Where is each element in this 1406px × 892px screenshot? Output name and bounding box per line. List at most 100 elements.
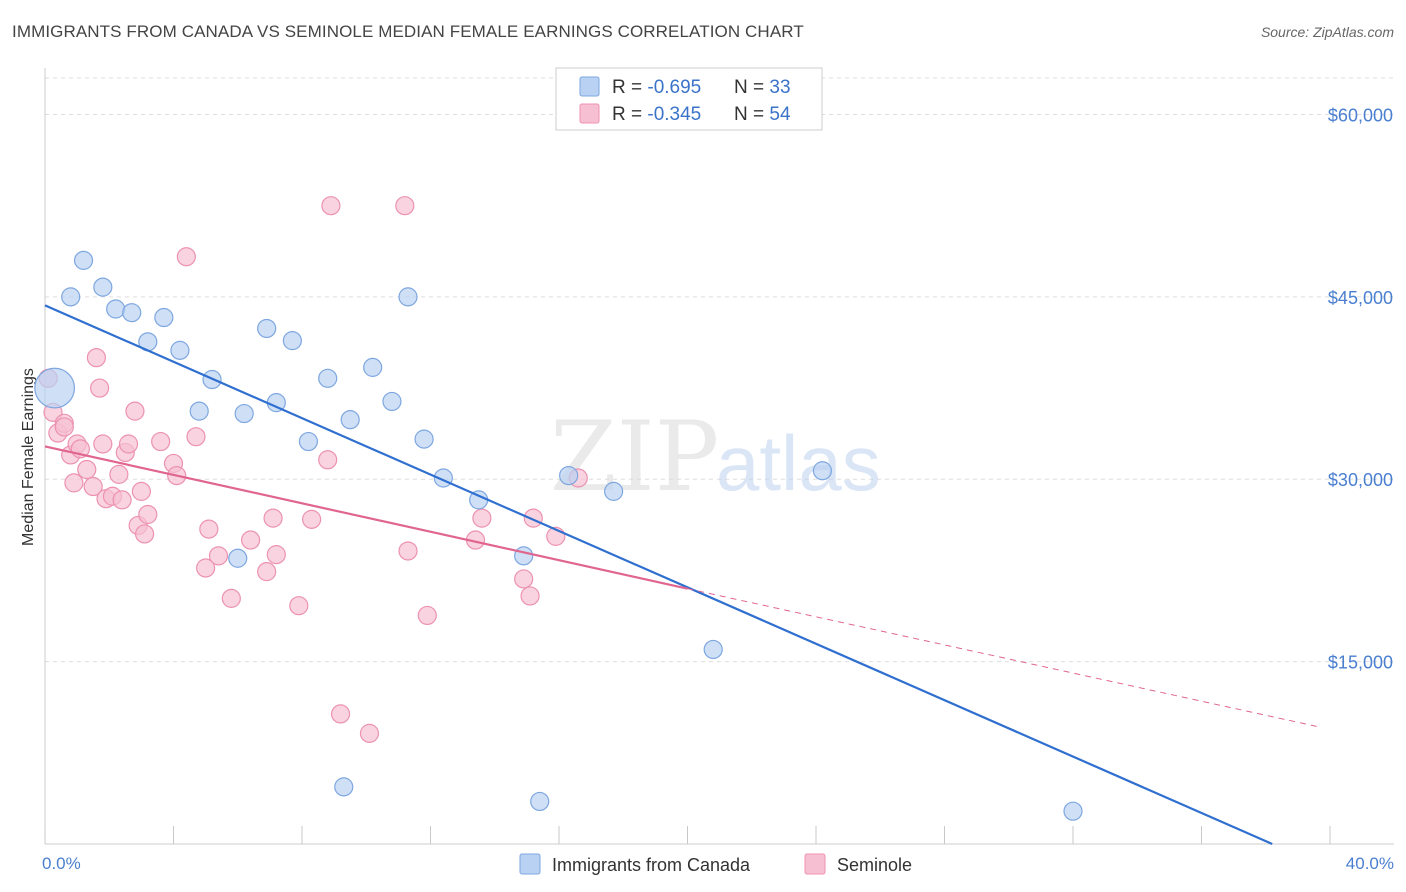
canada-point-1 [61,287,81,307]
seminole-point-13 [93,434,113,454]
canada-point-15 [282,331,302,351]
seminole-point-28 [176,247,196,267]
y-tick-label-1: $30,000 [1328,470,1393,490]
legend-r-value-1: -0.695 [647,77,701,98]
y-tick-label-2: $45,000 [1328,288,1393,308]
bottom-legend-swatch-seminole [804,853,826,875]
legend-row-1-n: N = 33 [734,77,791,98]
source-label: Source: ZipAtlas.com [1260,24,1394,40]
seminole-point-43 [359,723,380,743]
watermark-zip: ZIP [550,401,719,513]
canada-point-16 [298,431,319,452]
seminole-point-32 [208,546,229,566]
canada-point-27 [530,791,550,812]
trend-line-immigrants-from-canada [44,304,1273,846]
seminole-point-30 [196,558,216,578]
canada-point-29 [604,481,624,501]
seminole-point-11 [86,348,107,368]
seminole-point-40 [318,450,338,470]
canada-point-0 [34,367,76,409]
trend-lines [44,304,1319,846]
legend-swatch-seminole [579,103,600,124]
canada-point-28 [559,465,579,486]
legend-r-label-1: R = [612,77,647,98]
canada-point-23 [414,429,434,449]
seminole-point-23 [134,524,155,544]
seminole-point-29 [186,427,206,447]
watermark: ZIP atlas [550,401,881,513]
canada-point-30 [703,639,723,660]
seminole-point-38 [289,596,309,616]
seminole-point-22 [131,481,151,501]
legend-row-1: R = -0.695 [612,77,701,98]
canada-point-11 [228,548,248,568]
seminole-point-42 [330,704,351,724]
seminole-point-48 [472,508,492,528]
seminole-point-12 [90,378,110,398]
seminole-point-19 [118,434,139,454]
series-immigrants-from-canada [34,250,1083,821]
y-tick-labels: $15,000 $30,000 $45,000 $60,000 [1328,105,1393,672]
seminole-point-31 [199,519,219,539]
seminole-point-36 [263,508,283,528]
seminole-point-20 [125,401,145,421]
seminole-point-34 [241,530,261,550]
seminole-point-41 [321,196,341,216]
canada-point-4 [106,299,126,319]
canada-point-20 [363,357,383,377]
legend: R = -0.695 N = 33 R = -0.345 N = 54 [555,67,823,131]
canada-point-22 [398,287,418,307]
canada-point-17 [318,368,338,388]
canada-point-3 [93,277,113,297]
watermark-atlas: atlas [716,419,881,507]
legend-row-2-n: N = 54 [734,104,791,125]
trend-line-seminole [44,445,688,590]
legend-n-value-2: 54 [769,104,791,125]
legend-r-value-2: -0.345 [647,104,701,125]
seminole-point-10 [83,476,103,497]
legend-n-value-1: 33 [769,77,790,98]
chart-title: IMMIGRANTS FROM CANADA VS SEMINOLE MEDIA… [12,22,804,41]
canada-point-7 [154,307,174,328]
seminole-point-9 [77,459,97,480]
seminole-point-16 [109,464,129,484]
seminole-point-51 [523,508,543,528]
y-tick-label-3: $60,000 [1328,105,1393,125]
axes [44,68,1394,845]
seminole-point-44 [395,196,415,216]
y-tick-label-0: $15,000 [1328,653,1393,673]
seminole-point-50 [520,586,540,606]
series-seminole [38,196,588,743]
canada-point-21 [382,391,402,412]
canada-point-26 [514,546,534,566]
legend-n-label-2: N = [734,104,769,125]
seminole-point-39 [302,509,322,529]
legend-r-label-2: R = [612,104,647,125]
seminole-point-37 [266,545,286,565]
bottom-legend: Immigrants from Canada Seminole [519,853,912,875]
canada-point-2 [73,250,94,270]
trend-line-seminole-extension [687,588,1319,728]
seminole-point-4 [54,417,74,437]
seminole-point-24 [138,504,158,525]
legend-swatch-immigrants-from-canada [579,76,600,97]
canada-point-19 [340,410,360,430]
bottom-legend-label-seminole: Seminole [837,855,912,875]
seminole-point-17 [112,490,132,510]
bottom-legend-swatch-immigrants-from-canada [519,853,541,875]
seminole-point-25 [151,431,171,452]
legend-row-2: R = -0.345 [612,104,701,125]
seminole-point-33 [221,588,241,608]
x-tick-label-1: 40.0% [1346,854,1394,873]
canada-point-31 [812,461,833,481]
canada-point-9 [189,401,209,421]
seminole-point-35 [257,562,277,582]
seminole-point-49 [514,569,534,589]
y-axis-title: Median Female Earnings [20,368,37,546]
seminole-point-45 [398,541,418,561]
grid-lines [45,77,1394,663]
seminole-point-6 [64,473,84,493]
x-tick-labels: 0.0% 40.0% [42,854,1394,873]
seminole-point-46 [417,605,437,626]
